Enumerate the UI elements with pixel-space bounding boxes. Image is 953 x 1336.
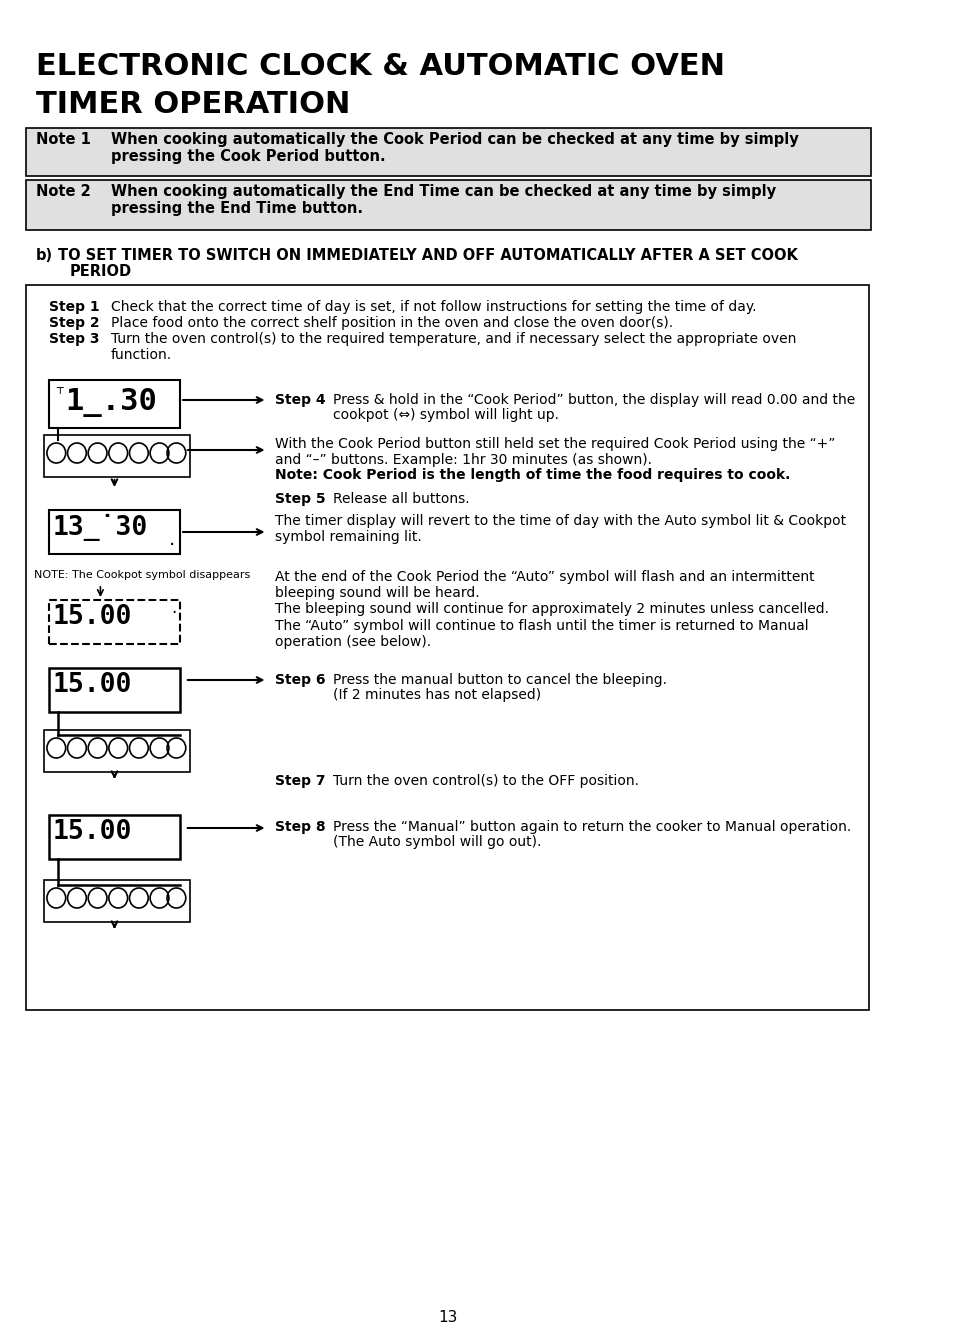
Text: Press the manual button to cancel the bleeping.: Press the manual button to cancel the bl… [333,673,666,687]
Text: Note 2: Note 2 [35,184,91,199]
Text: 15.00: 15.00 [52,819,132,844]
Text: PERIOD: PERIOD [70,265,132,279]
Text: With the Cook Period button still held set the required Cook Period using the “+: With the Cook Period button still held s… [274,437,835,468]
Text: Step 2: Step 2 [49,317,99,330]
Text: TIMER OPERATION: TIMER OPERATION [35,90,350,119]
Text: 15.00: 15.00 [52,672,132,697]
FancyBboxPatch shape [49,600,180,644]
Text: (The Auto symbol will go out).: (The Auto symbol will go out). [333,835,541,848]
Text: ELECTRONIC CLOCK & AUTOMATIC OVEN: ELECTRONIC CLOCK & AUTOMATIC OVEN [35,52,724,81]
Text: Turn the oven control(s) to the OFF position.: Turn the oven control(s) to the OFF posi… [333,774,639,788]
Text: Release all buttons.: Release all buttons. [333,492,469,506]
FancyBboxPatch shape [27,128,870,176]
FancyBboxPatch shape [44,880,190,922]
Text: function.: function. [111,347,172,362]
Text: Note 1: Note 1 [35,132,91,147]
Text: 15.00: 15.00 [52,604,132,631]
Text: Step 5: Step 5 [274,492,325,506]
Text: 13̲˙30: 13̲˙30 [52,514,148,541]
Text: Step 1: Step 1 [49,301,99,314]
Text: ·: · [171,604,176,623]
Text: Press & hold in the “Cook Period” button, the display will read 0.00 and the: Press & hold in the “Cook Period” button… [333,393,855,407]
Text: (If 2 minutes has not elapsed): (If 2 minutes has not elapsed) [333,688,540,701]
Text: Step 6: Step 6 [274,673,325,687]
FancyBboxPatch shape [49,379,180,428]
FancyBboxPatch shape [44,436,190,477]
Text: The timer display will revert to the time of day with the Auto symbol lit & Cook: The timer display will revert to the tim… [274,514,845,544]
Text: 13: 13 [437,1311,456,1325]
Text: TO SET TIMER TO SWITCH ON IMMEDIATELY AND OFF AUTOMATICALLY AFTER A SET COOK: TO SET TIMER TO SWITCH ON IMMEDIATELY AN… [58,248,798,263]
Text: At the end of the Cook Period the “Auto” symbol will flash and an intermittent
b: At the end of the Cook Period the “Auto”… [274,570,828,649]
Text: Step 7: Step 7 [274,774,325,788]
Text: Turn the oven control(s) to the required temperature, and if necessary select th: Turn the oven control(s) to the required… [111,333,795,346]
Text: Step 8: Step 8 [274,820,325,834]
Text: When cooking automatically the Cook Period can be checked at any time by simply
: When cooking automatically the Cook Peri… [111,132,798,164]
Text: Press the “Manual” button again to return the cooker to Manual operation.: Press the “Manual” button again to retur… [333,820,850,834]
Text: NOTE: The Cookpot symbol disappears: NOTE: The Cookpot symbol disappears [33,570,250,580]
Text: Note: Cook Period is the length of time the food requires to cook.: Note: Cook Period is the length of time … [274,468,789,482]
FancyBboxPatch shape [27,180,870,230]
FancyBboxPatch shape [44,729,190,772]
Text: Step 3: Step 3 [49,333,99,346]
Text: Place food onto the correct shelf position in the oven and close the oven door(s: Place food onto the correct shelf positi… [111,317,672,330]
Text: 1̲.30: 1̲.30 [66,387,157,417]
Text: ┬: ┬ [56,383,63,394]
FancyBboxPatch shape [49,815,180,859]
FancyBboxPatch shape [49,510,180,554]
Text: Step 4: Step 4 [274,393,325,407]
FancyBboxPatch shape [49,668,180,712]
Text: ·: · [169,536,175,554]
Text: When cooking automatically the End Time can be checked at any time by simply
pre: When cooking automatically the End Time … [111,184,775,216]
Text: b): b) [35,248,52,263]
FancyBboxPatch shape [27,285,868,1010]
Text: cookpot (⇔) symbol will light up.: cookpot (⇔) symbol will light up. [333,407,558,422]
Text: Check that the correct time of day is set, if not follow instructions for settin: Check that the correct time of day is se… [111,301,756,314]
